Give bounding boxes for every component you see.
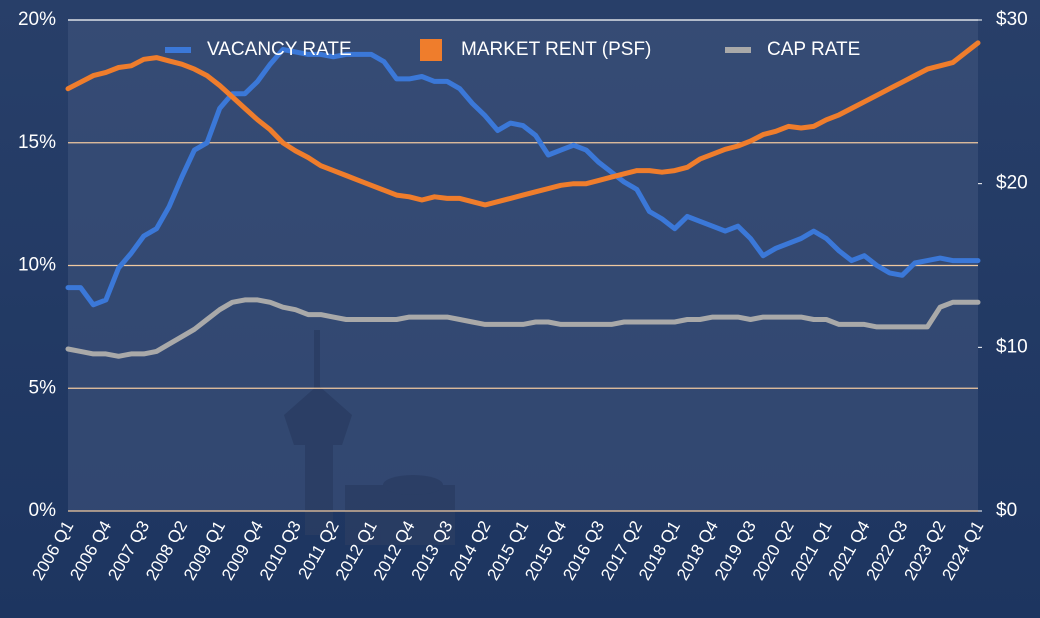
y-tick-label: 5% <box>29 377 57 398</box>
y2-tick-label: $10 <box>996 336 1028 357</box>
legend-label: VACANCY RATE <box>207 39 352 60</box>
chart: 0%5%10%15%20%$0$10$20$302006 Q12006 Q420… <box>0 0 1040 618</box>
y2-tick-label: $20 <box>996 173 1028 194</box>
page: {"chart_data": {"type": "line", "categor… <box>0 0 1040 618</box>
y2-tick-label: $0 <box>996 500 1017 521</box>
legend-label: CAP RATE <box>767 39 860 60</box>
y-tick-label: 10% <box>18 255 56 276</box>
y2-tick-label: $30 <box>996 9 1028 30</box>
legend-label: MARKET RENT (PSF) <box>461 39 651 60</box>
y-tick-label: 0% <box>29 500 57 521</box>
legend-swatch <box>420 39 442 61</box>
y-tick-label: 15% <box>18 132 56 153</box>
y-tick-label: 20% <box>18 9 56 30</box>
